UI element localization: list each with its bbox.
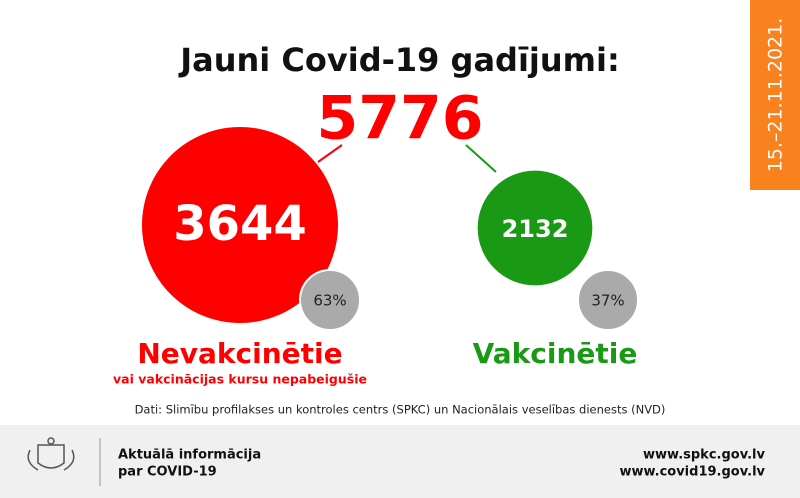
footer-link[interactable]: www.spkc.gov.lv: [643, 448, 766, 463]
bubble: [142, 127, 338, 323]
percent-badge: [577, 269, 639, 331]
footer-info: par COVID-19: [118, 465, 217, 480]
group-label: Nevakcinētie: [137, 337, 342, 370]
connector: [465, 144, 497, 173]
group-sublabel: vai vakcinācijas kursu nepabeigušie: [113, 372, 367, 387]
source: Dati: Slimību profilakses un kontroles c…: [135, 403, 666, 417]
percent-badge: [299, 269, 361, 331]
percent-label: 63%: [313, 292, 346, 310]
percent-label: 37%: [591, 292, 624, 310]
logo: [27, 437, 75, 471]
footer: [0, 425, 800, 498]
groups: 3644 63% Nevakcinētie vai vakcinācijas kurs…: [113, 127, 639, 387]
date-range: 15.–21.11.2021.: [765, 18, 787, 173]
connector: [317, 144, 343, 163]
bubble-value: 3644: [173, 196, 307, 252]
bubble: [477, 170, 593, 286]
total: 5776: [317, 84, 484, 154]
group-label: Vakcinētie: [473, 337, 638, 370]
footer-link[interactable]: www.covid19.gov.lv: [619, 465, 765, 480]
bubble-value: 2132: [502, 215, 569, 243]
date-band: [750, 0, 800, 190]
footer-info: Aktuālā informācija: [118, 448, 261, 463]
title: Jauni Covid-19 gadījumi:: [178, 41, 620, 79]
